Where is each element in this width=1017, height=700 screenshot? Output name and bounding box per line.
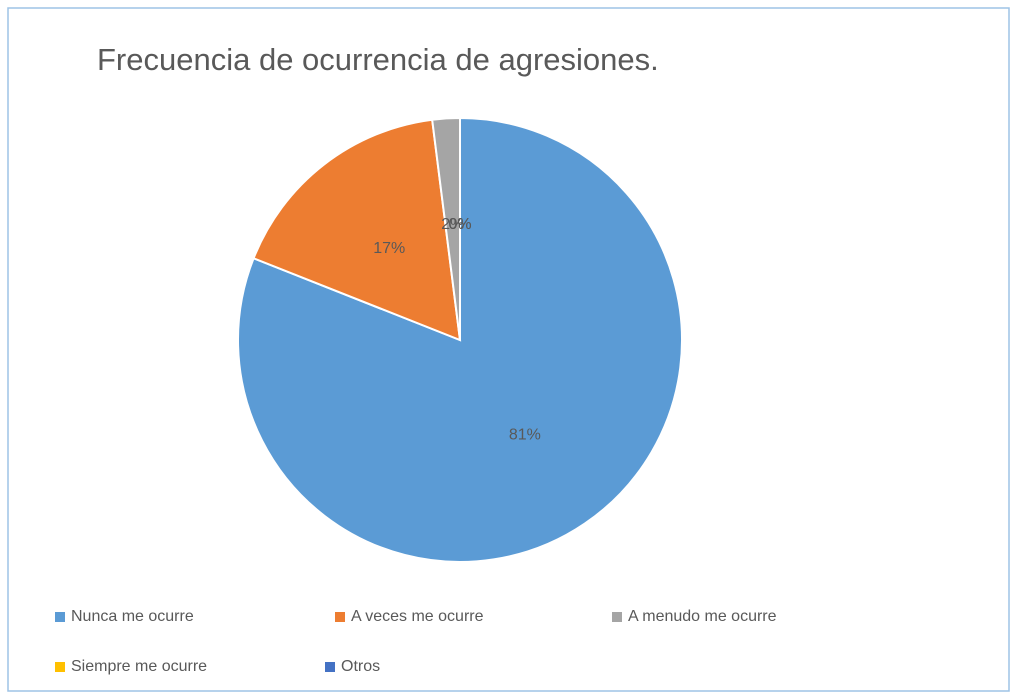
data-label: 17% xyxy=(373,240,405,257)
legend-label: Otros xyxy=(341,658,380,675)
data-label: 2% xyxy=(441,216,464,233)
legend-swatch xyxy=(55,612,65,622)
data-label: 81% xyxy=(509,427,541,444)
legend-label: Nunca me ocurre xyxy=(71,608,194,625)
legend-label: A veces me ocurre xyxy=(351,608,484,625)
legend-label: A menudo me ocurre xyxy=(628,608,777,625)
legend-swatch xyxy=(612,612,622,622)
legend-swatch xyxy=(335,612,345,622)
legend-label: Siempre me ocurre xyxy=(71,658,207,675)
pie-slice xyxy=(252,118,462,342)
legend-swatch xyxy=(55,662,65,672)
chart-title: Frecuencia de ocurrencia de agresiones. xyxy=(97,42,659,77)
data-label: 0% xyxy=(448,216,471,233)
legend-swatch xyxy=(325,662,335,672)
data-label: 0% xyxy=(448,216,471,233)
